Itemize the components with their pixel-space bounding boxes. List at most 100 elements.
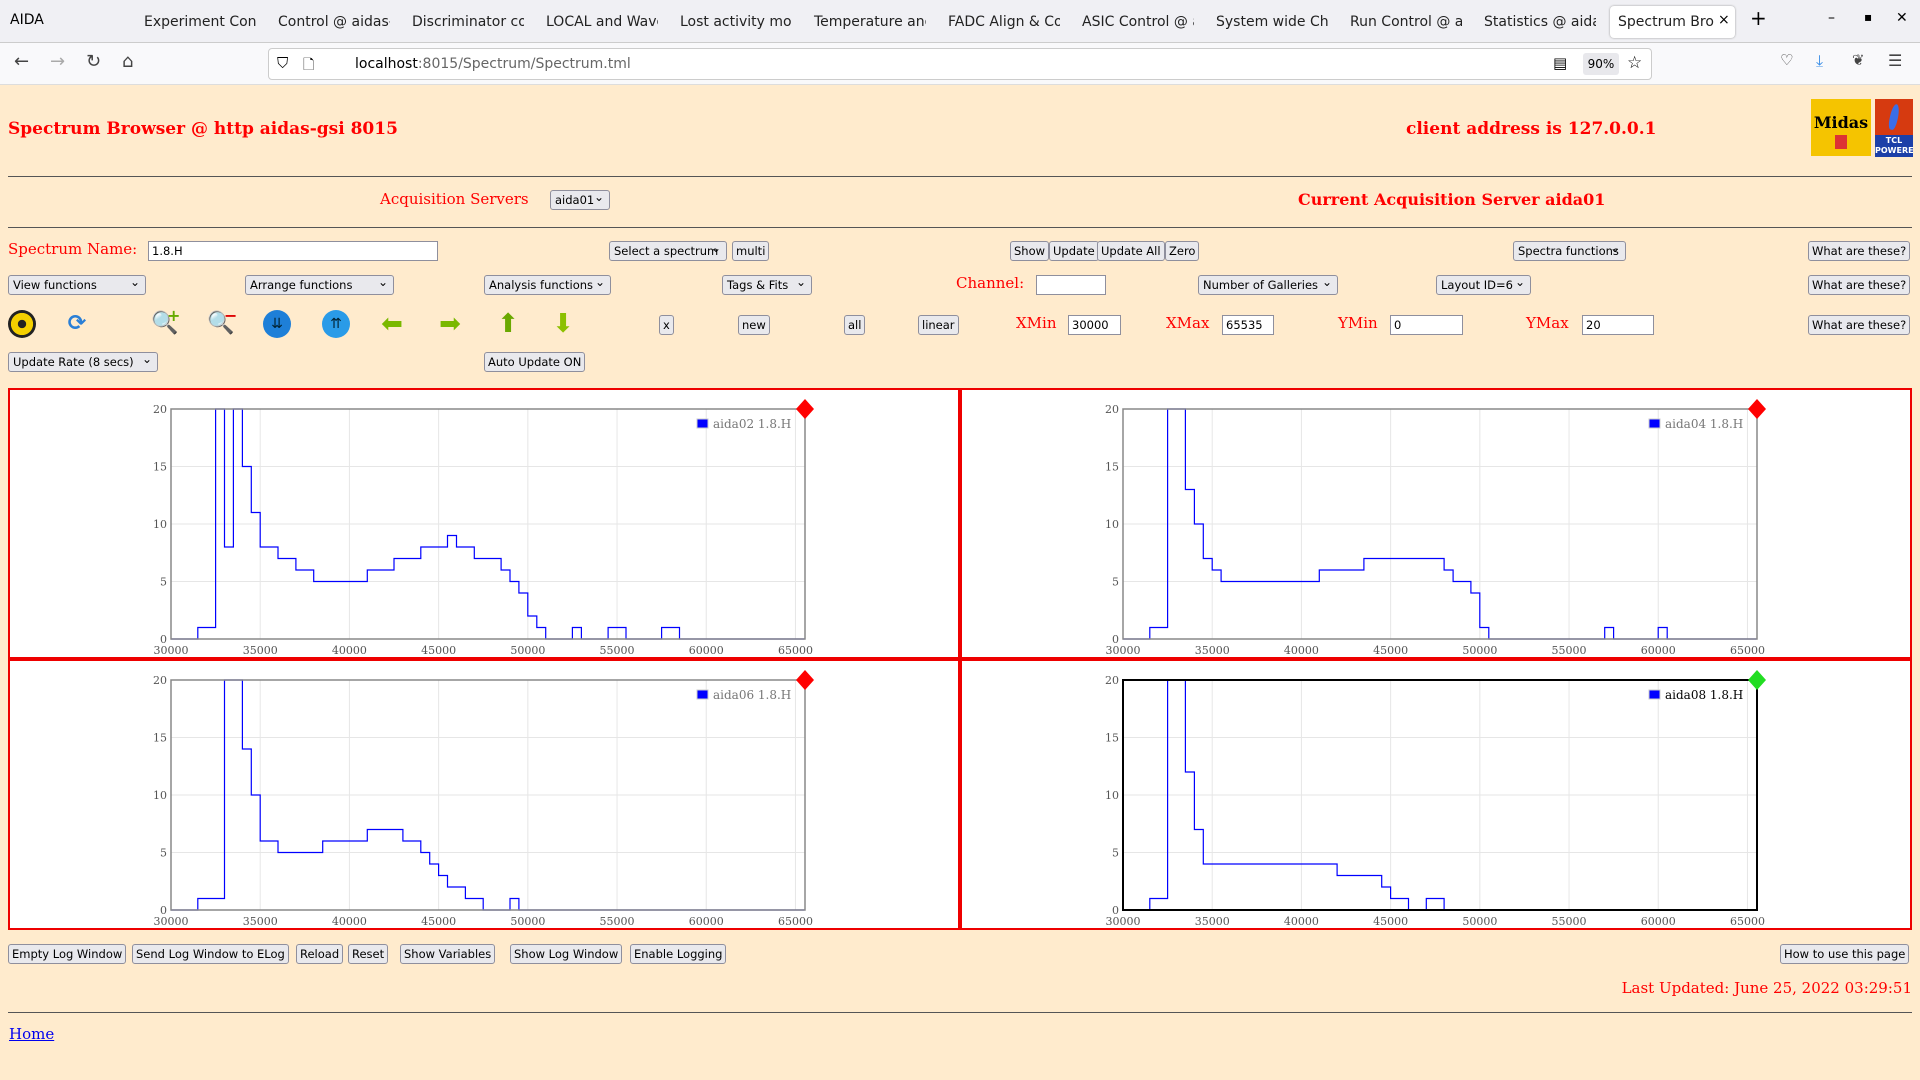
browser-tab[interactable]: Spectrum Brow [1610, 6, 1735, 38]
server-select[interactable]: aida01 [550, 188, 610, 210]
spectrum-panel[interactable]: 0 5 10 15 20 30000 35000 40000 45000 50000 55000 60… [8, 659, 960, 930]
browser-tab[interactable]: FADC Align & Co [948, 14, 1060, 30]
maximize-button[interactable]: ▪ [1864, 10, 1873, 24]
what-are-these-button[interactable]: What are these? [1808, 315, 1911, 335]
spectra-functions-dropdown[interactable]: Spectra functions [1513, 239, 1626, 261]
layout-dropdown[interactable]: Layout ID=6 [1436, 273, 1531, 295]
home-icon[interactable]: ⌂ [122, 51, 134, 72]
multi-button[interactable]: multi [732, 241, 770, 261]
y-tick-label: 20 [1105, 674, 1119, 687]
arrow-down-icon[interactable]: ⬇ [552, 309, 574, 339]
refresh-icon[interactable]: ⟳ [67, 311, 87, 336]
back-icon[interactable]: ← [14, 51, 30, 72]
zoom-level[interactable]: 90% [1583, 53, 1619, 75]
status-diamond-icon[interactable] [796, 670, 814, 690]
spectrum-panel[interactable]: 0 5 10 15 20 30000 35000 40000 45000 50000 55000 60… [960, 388, 1912, 659]
spectrum-name-input[interactable]: 1.8.H [148, 241, 438, 261]
browser-tab[interactable]: Lost activity moni [680, 14, 792, 30]
download-icon[interactable]: ⤓ [1816, 51, 1824, 70]
ymax-input[interactable]: 20 [1582, 315, 1654, 335]
xmax-input[interactable]: 65535 [1222, 315, 1274, 335]
x-button[interactable]: x [659, 315, 674, 335]
browser-tab[interactable]: Temperature and [814, 14, 926, 30]
expand-up-icon[interactable]: ⇈ [322, 310, 350, 338]
status-diamond-icon[interactable] [1748, 670, 1766, 690]
x-tick-label: 50000 [1462, 644, 1497, 657]
what-are-these-button[interactable]: What are these? [1808, 241, 1911, 261]
update-all-button[interactable]: Update All [1097, 241, 1165, 261]
arrow-up-icon[interactable]: ⬆ [497, 309, 519, 339]
how-to-use-button[interactable]: How to use this page [1780, 944, 1910, 964]
plot-frame [1122, 679, 1758, 911]
y-tick-label: 15 [1105, 461, 1119, 474]
browser-tab[interactable]: Experiment Contr [144, 14, 256, 30]
close-window-button[interactable]: ✕ [1896, 10, 1908, 26]
new-tab-button[interactable]: + [1750, 6, 1767, 30]
spectrum-chart[interactable]: 0 5 10 15 20 30000 35000 40000 45000 50000 55000 60… [10, 390, 958, 657]
browser-tab[interactable]: System wide Che [1216, 14, 1328, 30]
browser-tab[interactable]: Run Control @ ai [1350, 14, 1462, 30]
tags-fits-dropdown[interactable]: Tags & Fits [722, 273, 812, 295]
x-tick-label: 60000 [689, 644, 724, 657]
pocket-icon[interactable]: ♡ [1780, 51, 1794, 69]
browser-tab[interactable]: Discriminator con [412, 14, 524, 30]
footer-button-send-log-window-to-elog[interactable]: Send Log Window to ELog [132, 944, 289, 964]
arrow-left-icon[interactable]: ⬅ [381, 309, 403, 339]
legend-swatch [1648, 689, 1661, 700]
footer-button-reload[interactable]: Reload [296, 944, 344, 964]
spectrum-chart[interactable]: 0 5 10 15 20 30000 35000 40000 45000 50000 55000 60… [10, 661, 958, 928]
analysis-functions-dropdown[interactable]: Analysis functions [484, 273, 611, 295]
browser-tab[interactable]: LOCAL and Wave [546, 14, 658, 30]
home-link[interactable]: Home [9, 1025, 55, 1043]
arrange-functions-dropdown[interactable]: Arrange functions [245, 273, 394, 295]
new-button[interactable]: new [738, 315, 770, 335]
close-tab-icon[interactable]: × [1718, 12, 1730, 28]
show-button[interactable]: Show [1010, 241, 1050, 261]
feather-icon [1887, 103, 1901, 131]
select-spectrum-dropdown[interactable]: Select a spectrum [609, 239, 727, 261]
url-bar[interactable]: ⛉ 🗋 localhost:8015/Spectrum/Spectrum.tml… [268, 48, 1652, 80]
footer-button-show-log-window[interactable]: Show Log Window [510, 944, 623, 964]
reader-view-icon[interactable]: ▤ [1553, 54, 1568, 72]
spectrum-chart[interactable]: 0 5 10 15 20 30000 35000 40000 45000 50000 55000 60… [962, 390, 1910, 657]
footer-button-enable-logging[interactable]: Enable Logging [630, 944, 727, 964]
forward-icon[interactable]: → [50, 51, 66, 72]
number-of-galleries-dropdown[interactable]: Number of Galleries [1198, 273, 1338, 295]
arrow-right-icon[interactable]: ➡ [439, 309, 461, 339]
footer-button-reset[interactable]: Reset [348, 944, 389, 964]
footer-button-show-variables[interactable]: Show Variables [400, 944, 496, 964]
update-rate-dropdown[interactable]: Update Rate (8 secs) [8, 350, 158, 372]
minimize-button[interactable]: – [1828, 10, 1835, 26]
x-tick-label: 30000 [1106, 644, 1141, 657]
browser-tab[interactable]: Control @ aidas- [278, 14, 390, 30]
x-tick-label: 65000 [778, 644, 813, 657]
all-button[interactable]: all [844, 315, 866, 335]
status-diamond-icon[interactable] [796, 399, 814, 419]
browser-tab[interactable]: ASIC Control @ a [1082, 14, 1194, 30]
menu-icon[interactable]: ☰ [1888, 51, 1903, 70]
update-button[interactable]: Update [1049, 241, 1099, 261]
legend-label: aida02 1.8.H [713, 417, 791, 431]
what-are-these-button[interactable]: What are these? [1808, 275, 1911, 295]
footer-button-empty-log-window[interactable]: Empty Log Window [8, 944, 127, 964]
view-functions-dropdown[interactable]: View functions [8, 273, 146, 295]
spectrum-panel[interactable]: 0 5 10 15 20 30000 35000 40000 45000 50000 55000 60… [960, 659, 1912, 930]
extension-icon[interactable]: ❦ [1852, 51, 1865, 69]
auto-update-button[interactable]: Auto Update ON [484, 352, 586, 372]
spectrum-panel[interactable]: 0 5 10 15 20 30000 35000 40000 45000 50000 55000 60… [8, 388, 960, 659]
status-diamond-icon[interactable] [1748, 399, 1766, 419]
ymin-label: YMin [1338, 314, 1378, 332]
channel-input[interactable] [1036, 275, 1106, 295]
expand-down-icon[interactable]: ⇊ [263, 310, 291, 338]
xmin-input[interactable]: 30000 [1068, 315, 1121, 335]
zero-button[interactable]: Zero [1165, 241, 1200, 261]
reload-icon[interactable]: ↻ [86, 51, 102, 72]
ymin-input[interactable]: 0 [1390, 315, 1463, 335]
zoom-in-icon[interactable]: 🔍 + [151, 306, 181, 336]
spectrum-chart[interactable]: 0 5 10 15 20 30000 35000 40000 45000 50000 55000 60… [962, 661, 1910, 928]
linear-button[interactable]: linear [918, 315, 959, 335]
zoom-out-icon[interactable]: 🔍 − [207, 306, 238, 336]
bookmark-star-icon[interactable]: ☆ [1627, 53, 1643, 73]
radiation-icon[interactable] [8, 310, 36, 338]
browser-tab[interactable]: Statistics @ aidas [1484, 14, 1596, 30]
